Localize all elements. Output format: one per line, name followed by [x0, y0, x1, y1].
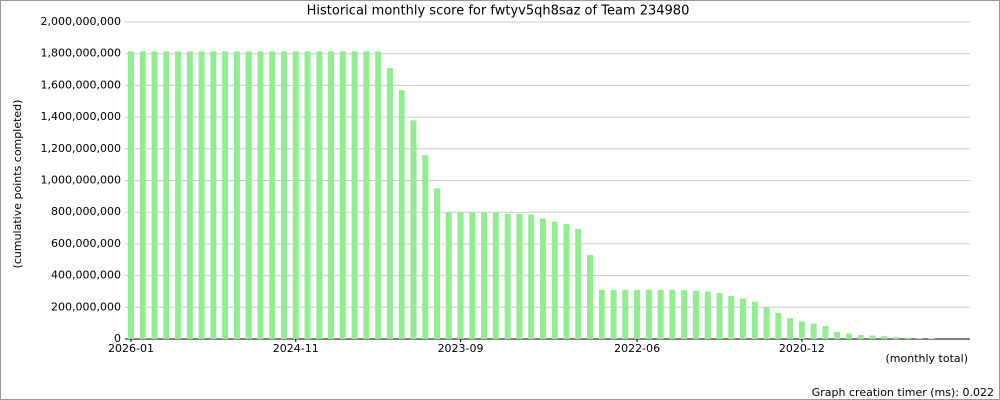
bar	[445, 212, 452, 339]
bar	[598, 289, 605, 339]
bar	[339, 51, 346, 339]
y-tick-label: 400,000,000	[51, 269, 121, 282]
x-tick-label: 2023-09	[438, 342, 484, 355]
bar	[634, 289, 641, 339]
bar	[198, 51, 205, 339]
bar	[504, 213, 511, 339]
y-tick-label: 600,000,000	[51, 237, 121, 250]
bar	[410, 120, 417, 340]
bar	[692, 290, 699, 339]
bar	[351, 51, 358, 339]
bar	[645, 289, 652, 339]
bar	[245, 51, 252, 339]
bar	[469, 212, 476, 339]
chart-title: Historical monthly score for fwtyv5qh8sa…	[307, 4, 690, 19]
bar	[292, 51, 299, 339]
bar	[563, 224, 570, 339]
x-tick-label: 2026-01	[108, 342, 154, 355]
bar	[128, 51, 134, 339]
y-tick-label: 1,400,000,000	[41, 110, 121, 123]
y-tick-label: 1,600,000,000	[41, 78, 121, 91]
bar	[904, 337, 911, 339]
bar	[845, 333, 852, 339]
y-tick-label: 2,000,000,000	[41, 15, 121, 28]
y-tick-label: 1,800,000,000	[41, 47, 121, 60]
bar	[269, 51, 276, 339]
bar	[210, 51, 217, 339]
bar	[163, 51, 170, 339]
y-tick-label: 200,000,000	[51, 300, 121, 313]
bar	[657, 289, 664, 339]
bar	[516, 213, 523, 339]
bar	[363, 51, 370, 339]
bar	[304, 51, 311, 339]
bar	[528, 214, 535, 339]
bar	[857, 335, 864, 339]
bar	[328, 51, 335, 339]
bar	[139, 51, 146, 339]
bar	[481, 212, 488, 339]
y-tick-label: 0	[114, 332, 121, 345]
bar	[233, 51, 240, 339]
bar	[375, 51, 382, 339]
bar	[763, 307, 770, 339]
y-tick-label: 800,000,000	[51, 205, 121, 218]
bar	[186, 51, 193, 339]
y-axis-label: (cumulative points completed)	[11, 100, 24, 269]
x-axis-label: (monthly total)	[886, 352, 969, 365]
footer: Graph creation timer (ms): 0.022	[812, 386, 994, 399]
bar	[787, 318, 794, 339]
bar	[669, 289, 676, 339]
bar	[893, 337, 900, 339]
bar	[575, 228, 582, 339]
bar	[386, 67, 393, 339]
bar	[492, 212, 499, 339]
bar	[810, 323, 817, 339]
x-tick-label: 2024-11	[273, 342, 319, 355]
bar	[257, 51, 264, 339]
y-tick-label: 1,000,000,000	[41, 174, 121, 187]
bar	[422, 155, 429, 339]
bar	[281, 51, 288, 339]
x-tick-label: 2020-12	[779, 342, 825, 355]
bar	[716, 293, 723, 339]
bar	[681, 290, 688, 339]
bar	[881, 336, 888, 339]
bar	[151, 51, 158, 339]
bar	[457, 212, 464, 339]
bar	[222, 51, 229, 339]
bar	[316, 51, 323, 339]
bar	[398, 90, 405, 339]
bar	[751, 301, 758, 339]
y-tick-label: 1,200,000,000	[41, 142, 121, 155]
bar	[622, 289, 629, 339]
bar	[916, 338, 923, 339]
bar	[834, 331, 841, 339]
bar	[175, 51, 182, 339]
bar	[740, 298, 747, 339]
bar	[610, 289, 617, 339]
bar	[798, 321, 805, 339]
bar	[822, 326, 829, 339]
bar	[551, 221, 558, 339]
bar	[869, 335, 876, 339]
bar	[704, 291, 711, 339]
bar	[434, 188, 441, 339]
bar	[728, 295, 735, 339]
bar	[775, 312, 782, 339]
bar	[539, 218, 546, 339]
x-tick-label: 2022-06	[614, 342, 660, 355]
bar	[587, 254, 594, 339]
